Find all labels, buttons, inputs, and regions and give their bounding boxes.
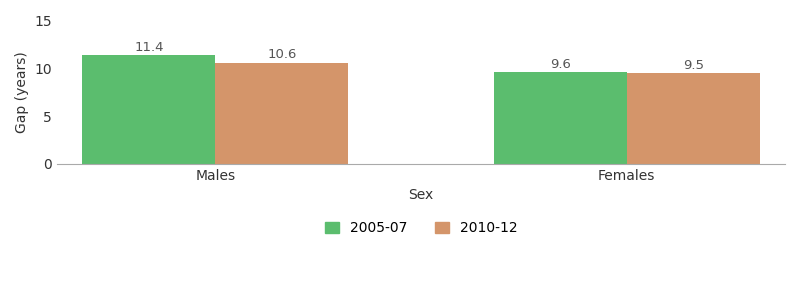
Text: 9.6: 9.6 xyxy=(550,58,570,71)
X-axis label: Sex: Sex xyxy=(408,189,434,202)
Y-axis label: Gap (years): Gap (years) xyxy=(15,52,29,133)
Legend: 2005-07, 2010-12: 2005-07, 2010-12 xyxy=(321,217,522,239)
Bar xyxy=(82,55,215,164)
Bar xyxy=(626,73,760,164)
Text: 11.4: 11.4 xyxy=(134,41,163,54)
Text: 10.6: 10.6 xyxy=(267,48,297,61)
Text: 9.5: 9.5 xyxy=(682,59,704,72)
Bar xyxy=(215,62,348,164)
Bar xyxy=(494,72,626,164)
